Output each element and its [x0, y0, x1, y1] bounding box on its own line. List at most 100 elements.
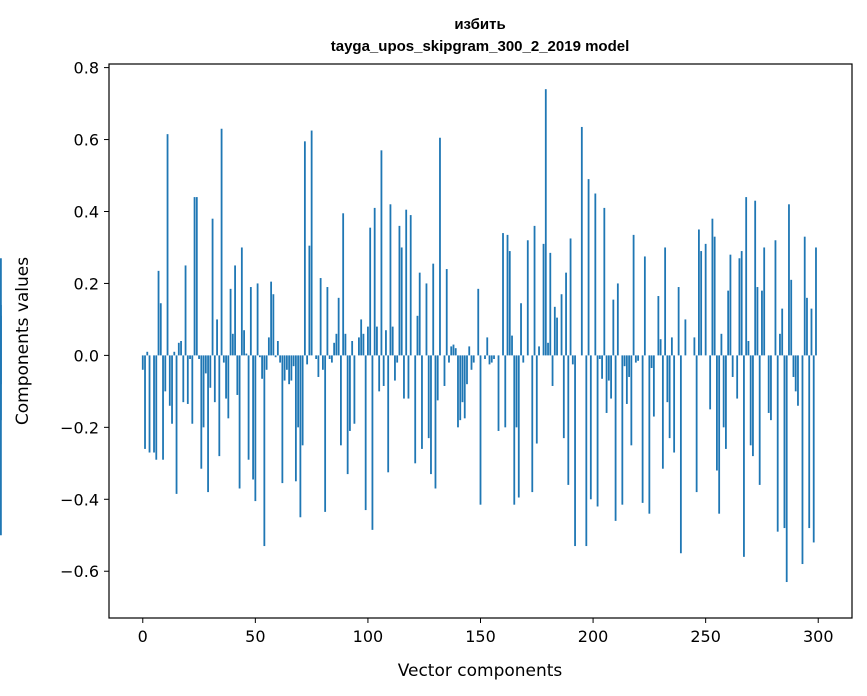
bar-171	[526, 240, 529, 356]
bar-259	[725, 355, 727, 449]
bar-273	[756, 287, 759, 356]
bar-254	[713, 236, 716, 356]
bar-41	[234, 265, 236, 356]
bar-217	[630, 355, 633, 446]
bar-190	[569, 238, 572, 356]
bar-109	[387, 355, 390, 473]
y-tick-label: −0.4	[60, 490, 99, 509]
x-tick-label: 200	[578, 627, 609, 646]
bar-38	[227, 355, 230, 419]
bar-47	[247, 355, 250, 460]
bar-43	[238, 355, 241, 489]
bar-298	[812, 355, 815, 543]
bar-215	[625, 355, 628, 404]
plot-frame	[108, 63, 853, 619]
bar-286	[785, 355, 788, 583]
bar-48	[249, 287, 252, 356]
x-tick-label: 250	[690, 627, 721, 646]
bar-112	[394, 355, 396, 381]
bar-207	[607, 355, 610, 381]
bar-268	[745, 197, 748, 356]
bar-17	[180, 341, 182, 356]
bar-80	[321, 355, 324, 370]
bar-27	[202, 355, 205, 428]
bar-186	[560, 294, 563, 356]
bar-236	[673, 355, 676, 453]
bar-232	[664, 247, 667, 356]
bar-40	[231, 333, 234, 356]
bar-28	[204, 355, 207, 374]
bar-85	[333, 342, 336, 356]
y-tick-label: 0.4	[74, 202, 99, 221]
bar-188	[565, 272, 567, 356]
bar-51	[256, 283, 259, 356]
bar-239	[679, 355, 682, 554]
bar-283	[779, 333, 781, 356]
bar-101	[369, 227, 372, 356]
bar-86	[335, 333, 338, 356]
y-axis-label: Components values	[13, 257, 33, 425]
bar-220	[637, 355, 640, 361]
bar-8	[159, 303, 162, 356]
bar-197	[585, 355, 588, 547]
bar-265	[738, 258, 741, 356]
bar-175	[535, 355, 538, 444]
bar-117	[405, 209, 408, 356]
bar-68	[294, 355, 297, 482]
bar-181	[549, 252, 552, 356]
bar-5	[153, 355, 155, 453]
bar-152	[484, 355, 486, 359]
bar-271	[752, 355, 754, 457]
bar-182	[551, 355, 554, 386]
bar-93	[351, 341, 354, 356]
bar-71	[301, 355, 304, 446]
bar-121	[414, 355, 417, 464]
bar-297	[810, 308, 813, 356]
bar-227	[652, 355, 655, 417]
bar-199	[589, 355, 592, 500]
bar-195	[580, 126, 583, 356]
bar-87	[337, 297, 340, 356]
bar-100	[367, 326, 369, 356]
bar-282	[776, 355, 779, 532]
bar-123	[418, 272, 421, 356]
bar-139	[454, 348, 457, 356]
bar-246	[695, 355, 698, 493]
bar-59	[274, 355, 277, 358]
bar-238	[677, 287, 680, 356]
bar-140	[457, 355, 459, 428]
bar-21	[189, 355, 191, 359]
bar-15	[175, 355, 178, 494]
bar-142	[461, 355, 464, 403]
bar-132	[439, 137, 441, 356]
y-tick-label: 0.6	[74, 131, 99, 150]
bar-290	[794, 355, 797, 392]
chart-title: избить	[454, 16, 505, 33]
bar-111	[391, 326, 394, 356]
bar-162	[506, 234, 509, 356]
bar-24	[195, 197, 198, 356]
bar-198	[587, 179, 590, 356]
bar-10	[164, 355, 167, 392]
bar-231	[661, 355, 664, 469]
bar-225	[648, 355, 651, 514]
bar-116	[403, 355, 405, 399]
bar-undefined	[0, 355, 2, 536]
bar-299	[815, 247, 817, 356]
bar-44	[240, 247, 243, 356]
bar-158	[497, 355, 500, 431]
bar-136	[448, 355, 450, 363]
bar-260	[727, 290, 730, 356]
bar-64	[285, 355, 288, 370]
bar-289	[792, 355, 795, 377]
bar-183	[553, 306, 556, 356]
bar-58	[272, 294, 275, 356]
bar-37	[225, 355, 227, 399]
bar-12	[168, 355, 171, 406]
y-axis-ticks: −0.6 −0.4 −0.2 0.0 0.2 0.4 0.6 0.8	[60, 59, 109, 581]
bar-189	[567, 355, 570, 485]
bar-291	[797, 355, 799, 406]
bar-35	[220, 128, 223, 356]
bar-168	[520, 303, 522, 356]
